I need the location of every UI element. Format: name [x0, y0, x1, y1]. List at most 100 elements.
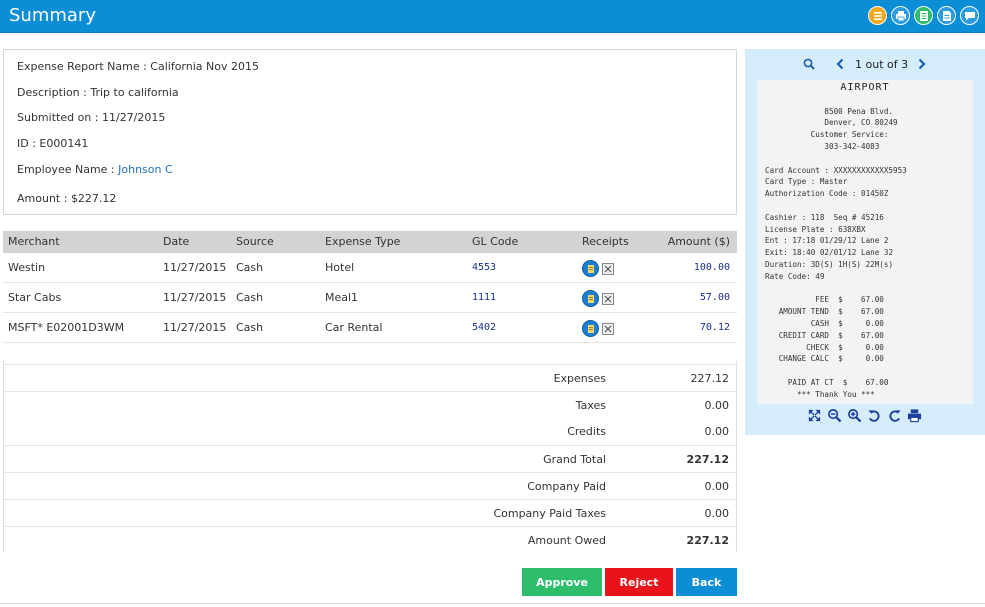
- expense-table: Merchant Date Source Expense Type GL Cod…: [3, 231, 737, 343]
- merchant-cell: MSFT* E02001D3WM: [8, 321, 125, 334]
- total-value: 227.12: [686, 453, 729, 466]
- table-row[interactable]: Westin 11/27/2015 Cash Hotel 4553 100.00: [3, 253, 737, 283]
- date-cell: 11/27/2015: [163, 291, 227, 304]
- total-label: Amount Owed: [527, 534, 606, 547]
- amount-value: $227.12: [70, 192, 117, 205]
- description-line: Description : Trip to california: [17, 86, 179, 99]
- document-icon[interactable]: [937, 6, 956, 25]
- receipt-actions: [582, 290, 614, 307]
- amount-cell: 57.00: [699, 292, 730, 303]
- expense-type-cell: Car Rental: [325, 321, 383, 334]
- receipt-line: Ent : 17:18 01/29/12 Lane 2: [765, 236, 889, 246]
- source-cell: Cash: [236, 261, 264, 274]
- total-label: Company Paid: [527, 480, 606, 493]
- page-indicator: 1 out of 3: [855, 58, 909, 71]
- merchant-cell: Westin: [8, 261, 46, 274]
- total-row-grand-total: Grand Total 227.12: [4, 445, 736, 472]
- receipt-line: AMOUNT TEND $ 67.00: [765, 307, 884, 317]
- total-label: Credits: [567, 425, 606, 438]
- zoom-icon[interactable]: [803, 58, 815, 73]
- receipt-line: 8500 Pena Blvd.: [765, 106, 894, 116]
- receipt-pager: 1 out of 3: [745, 58, 985, 72]
- viewer-toolbar: [806, 407, 922, 423]
- receipt-line: FEE $ 67.00: [765, 295, 884, 305]
- zoom-out-icon[interactable]: [826, 407, 842, 423]
- description-value: Trip to california: [90, 86, 179, 99]
- receipt-line: Cashier : 118 Seq # 45216: [765, 212, 884, 222]
- receipt-line: Customer Service:: [765, 130, 889, 140]
- report-name-label: Expense Report Name :: [17, 60, 151, 73]
- receipt-line: CASH $ 0.00: [765, 318, 884, 328]
- merchant-cell: Star Cabs: [8, 291, 62, 304]
- previous-page-icon[interactable]: [835, 58, 845, 73]
- rotate-right-icon[interactable]: [886, 407, 902, 423]
- receipt-image: AIRPORT 8500 Pena Blvd. Denver, CO 80249…: [757, 80, 973, 404]
- total-value: 0.00: [704, 399, 730, 412]
- remove-receipt-icon[interactable]: [602, 323, 614, 335]
- employee-label: Employee Name :: [17, 163, 119, 176]
- total-value: 0.00: [704, 425, 730, 438]
- column-header-amount: Amount ($): [667, 235, 730, 248]
- print-icon[interactable]: [906, 407, 922, 423]
- reject-button[interactable]: Reject: [605, 568, 673, 596]
- receipt-line: CHECK $ 0.00: [765, 342, 884, 352]
- receipt-text: 8500 Pena Blvd. Denver, CO 80249 Custome…: [765, 82, 907, 401]
- total-label: Company Paid Taxes: [493, 507, 606, 520]
- receipt-line: Rate Code: 49: [765, 271, 825, 281]
- report-name-line: Expense Report Name : California Nov 201…: [17, 60, 259, 73]
- receipt-line: Authorization Code : 01450Z: [765, 189, 889, 199]
- view-receipt-icon[interactable]: [582, 320, 599, 337]
- total-value: 227.12: [686, 534, 729, 547]
- comment-icon[interactable]: [960, 6, 979, 25]
- footer-divider: [0, 603, 985, 604]
- report-name-value: California Nov 2015: [150, 60, 259, 73]
- gl-code-cell: 1111: [472, 292, 497, 303]
- table-row[interactable]: Star Cabs 11/27/2015 Cash Meal1 1111 57.…: [3, 283, 737, 313]
- zoom-in-icon[interactable]: [846, 407, 862, 423]
- total-value: 0.00: [704, 480, 730, 493]
- date-cell: 11/27/2015: [163, 321, 227, 334]
- view-receipt-icon[interactable]: [582, 260, 599, 277]
- total-value: 227.12: [690, 372, 730, 385]
- table-header: Merchant Date Source Expense Type GL Cod…: [3, 231, 737, 253]
- total-row-company-paid-taxes: Company Paid Taxes 0.00: [4, 499, 736, 526]
- header-bar: Summary: [0, 0, 985, 33]
- page-title: Summary: [9, 5, 96, 26]
- print-icon[interactable]: [891, 6, 910, 25]
- receipt-line: Card Type : Master: [765, 177, 848, 187]
- list-icon[interactable]: [868, 6, 887, 25]
- next-page-icon[interactable]: [917, 58, 927, 73]
- amount-cell: 70.12: [699, 322, 730, 333]
- total-value: 0.00: [704, 507, 730, 520]
- id-line: ID : E000141: [17, 137, 88, 150]
- source-cell: Cash: [236, 291, 264, 304]
- employee-name-link[interactable]: Johnson C: [118, 163, 173, 176]
- rotate-left-icon[interactable]: [866, 407, 882, 423]
- expense-type-cell: Hotel: [325, 261, 355, 274]
- view-receipt-icon[interactable]: [582, 290, 599, 307]
- column-header-merchant: Merchant: [8, 235, 60, 248]
- fullscreen-icon[interactable]: [806, 407, 822, 423]
- date-cell: 11/27/2015: [163, 261, 227, 274]
- total-row-company-paid: Company Paid 0.00: [4, 472, 736, 499]
- amount-label: Amount :: [17, 192, 71, 205]
- back-button[interactable]: Back: [676, 568, 737, 596]
- column-header-expense-type: Expense Type: [325, 235, 401, 248]
- column-header-source: Source: [236, 235, 274, 248]
- amount-cell: 100.00: [693, 262, 730, 273]
- receipt-line: Exit: 18:40 02/01/12 Lane 32: [765, 248, 894, 258]
- table-row[interactable]: MSFT* E02001D3WM 11/27/2015 Cash Car Ren…: [3, 313, 737, 343]
- receipt-line: CREDIT CARD $ 67.00: [765, 330, 884, 340]
- receipt-line: Card Account : XXXXXXXXXXXX5953: [765, 165, 907, 175]
- submitted-label: Submitted on :: [17, 111, 102, 124]
- total-row-amount-owed: Amount Owed 227.12: [4, 526, 736, 553]
- approve-button[interactable]: Approve: [522, 568, 602, 596]
- document-green-icon[interactable]: [914, 6, 933, 25]
- receipt-line: 303-342-4083: [765, 141, 880, 151]
- remove-receipt-icon[interactable]: [602, 293, 614, 305]
- remove-receipt-icon[interactable]: [602, 263, 614, 275]
- header-toolbar: [868, 6, 979, 25]
- receipt-line: *** Thank You ***: [765, 389, 875, 399]
- total-label: Taxes: [575, 399, 606, 412]
- gl-code-cell: 5402: [472, 322, 497, 333]
